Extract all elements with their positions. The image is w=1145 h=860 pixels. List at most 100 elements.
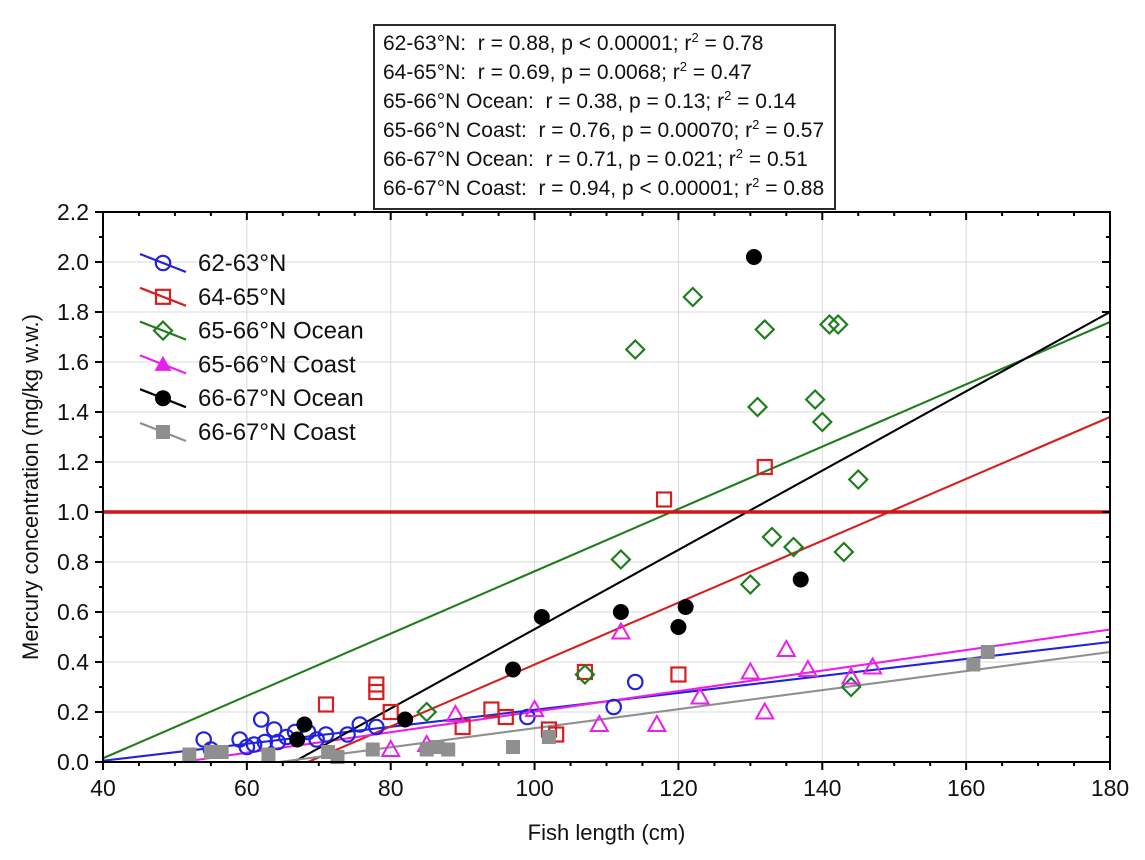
data-point xyxy=(524,698,545,717)
legend-label: 66-67°N Coast xyxy=(198,419,356,446)
svg-text:0.2: 0.2 xyxy=(57,699,89,725)
data-point xyxy=(811,411,833,433)
svg-text:0.6: 0.6 xyxy=(57,599,89,625)
data-point xyxy=(397,711,414,728)
series-62-63°N xyxy=(195,673,644,758)
series-66-67°N Ocean xyxy=(289,249,809,748)
data-point xyxy=(441,742,456,757)
legend-line xyxy=(139,252,187,274)
svg-text:0.8: 0.8 xyxy=(57,549,89,575)
legend-label: 65-66°N Ocean xyxy=(198,318,364,345)
svg-text:140: 140 xyxy=(803,775,841,801)
data-point xyxy=(756,458,773,476)
data-point xyxy=(792,571,809,588)
data-point xyxy=(739,573,761,596)
legend-label: 62-63°N xyxy=(198,250,286,277)
data-point xyxy=(203,745,218,759)
data-point xyxy=(797,658,819,677)
data-point xyxy=(574,663,596,686)
data-point xyxy=(840,666,862,685)
data-point xyxy=(682,286,704,308)
data-point xyxy=(827,313,849,336)
svg-text:120: 120 xyxy=(659,775,697,801)
data-point xyxy=(269,733,287,751)
series-65-66°N Coast xyxy=(380,621,883,757)
legend-marker xyxy=(154,254,172,272)
svg-text:1.0: 1.0 xyxy=(57,499,89,525)
series-64-65°N xyxy=(317,458,773,743)
data-point xyxy=(745,249,762,265)
data-point xyxy=(605,698,622,716)
data-point xyxy=(339,726,356,743)
data-point xyxy=(670,619,687,635)
data-point xyxy=(776,638,797,657)
data-point xyxy=(746,396,769,418)
svg-text:2.2: 2.2 xyxy=(57,199,89,225)
data-point xyxy=(296,716,313,733)
svg-text:1.8: 1.8 xyxy=(57,299,89,325)
svg-text:80: 80 xyxy=(378,775,404,801)
data-point xyxy=(382,703,399,721)
trend-line xyxy=(293,311,1111,763)
data-point xyxy=(646,713,668,732)
trend-line xyxy=(279,650,1111,764)
data-point xyxy=(419,742,434,757)
legend-marker xyxy=(152,320,174,342)
legend-marker xyxy=(155,390,171,407)
data-point xyxy=(754,701,775,720)
data-point xyxy=(754,318,776,341)
data-point xyxy=(430,740,445,754)
data-point xyxy=(670,666,687,683)
svg-text:0.4: 0.4 xyxy=(57,649,89,675)
stats-box: 62-63°N: r = 0.88, p < 0.00001; r2 = 0.7… xyxy=(373,24,837,210)
data-point xyxy=(761,526,783,548)
stats-row: 66-67°N Coast: r = 0.94, p < 0.00001; r2… xyxy=(383,175,825,200)
legend-marker xyxy=(156,425,170,439)
data-point xyxy=(533,609,550,625)
legend-item: 64-65°N xyxy=(139,284,286,311)
legend-item: 65-66°N Coast xyxy=(139,351,356,378)
data-point xyxy=(833,541,855,563)
trend-line xyxy=(102,321,1111,760)
data-point xyxy=(252,711,270,728)
data-point xyxy=(504,661,521,678)
legend-marker xyxy=(154,355,172,371)
axis-ticks xyxy=(95,211,1111,770)
stats-row: 65-66°N Ocean: r = 0.38, p = 0.13; r2 = … xyxy=(383,88,797,113)
legend-marker xyxy=(154,288,172,305)
data-point xyxy=(330,750,345,764)
data-point xyxy=(245,736,263,753)
legend-item: 62-63°N xyxy=(139,250,286,277)
stats-row: 66-67°N Ocean: r = 0.71, p = 0.021; r2 =… xyxy=(383,146,808,171)
data-point xyxy=(610,548,632,571)
data-point xyxy=(818,313,841,336)
data-point xyxy=(380,738,401,757)
svg-text:40: 40 xyxy=(90,775,116,801)
svg-text:1.4: 1.4 xyxy=(57,399,89,425)
y-axis-title: Mercury concentration (mg/kg w.w.) xyxy=(18,313,43,661)
data-point xyxy=(966,657,981,672)
data-point xyxy=(289,731,306,748)
data-point xyxy=(497,708,514,726)
trend-line xyxy=(181,628,1111,764)
svg-text:2.0: 2.0 xyxy=(57,249,89,275)
stats-row: 65-66°N Coast: r = 0.76, p = 0.00070; r2… xyxy=(383,117,825,142)
series-65-66°N Ocean xyxy=(416,286,869,723)
stats-row: 64-65°N: r = 0.69, p = 0.0068; r2 = 0.47 xyxy=(383,59,752,84)
legend-label: 64-65°N xyxy=(198,284,286,311)
data-point xyxy=(782,536,805,558)
svg-text:60: 60 xyxy=(234,775,260,801)
y-tick-labels: 0.0 0.2 0.4 0.6 0.8 1.0 1.2 1.4 1.6 1.8 2.0 2.2 xyxy=(57,199,89,775)
legend-line xyxy=(139,286,187,307)
data-point xyxy=(610,621,632,640)
data-point xyxy=(862,656,883,675)
data-point xyxy=(368,718,385,736)
svg-text:0.0: 0.0 xyxy=(57,749,89,775)
data-point xyxy=(416,701,438,723)
legend-item: 66-67°N Ocean xyxy=(139,385,364,412)
svg-text:160: 160 xyxy=(947,775,985,801)
svg-text:100: 100 xyxy=(515,775,553,801)
legend-label: 65-66°N Coast xyxy=(198,351,356,378)
data-point xyxy=(368,683,385,701)
